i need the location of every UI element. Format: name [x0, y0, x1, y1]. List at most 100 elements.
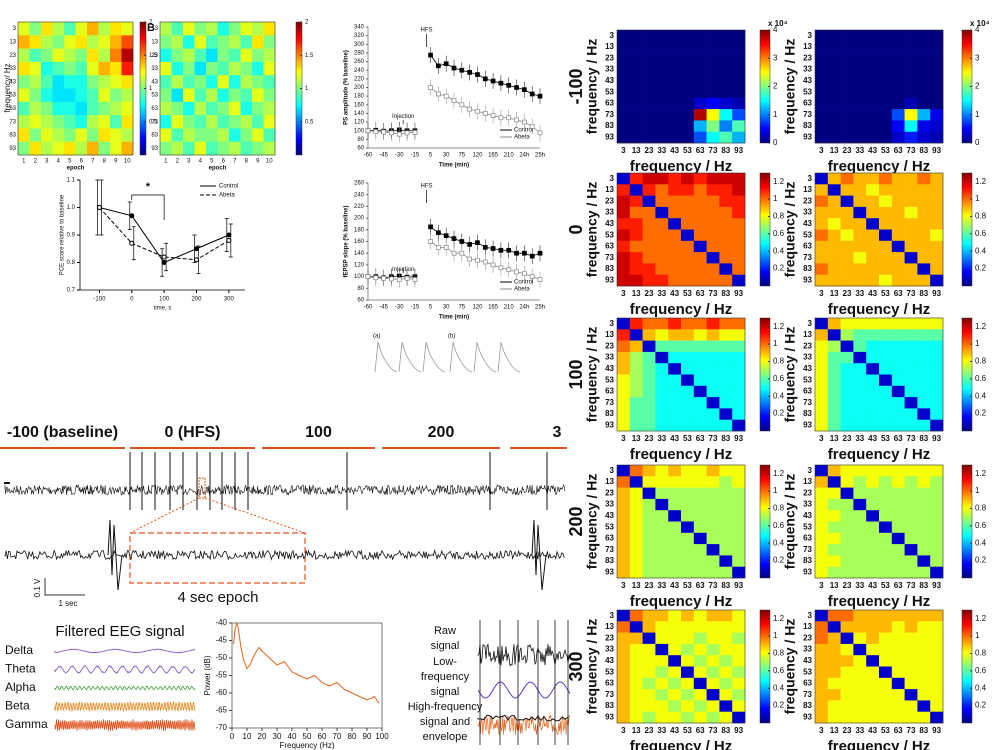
heatmap-cell — [52, 88, 65, 103]
heatmap-cell — [240, 22, 253, 36]
heatmap-cell — [655, 240, 669, 253]
heatmap-cell — [815, 195, 829, 208]
heatmap-cell — [240, 128, 253, 142]
heatmap-cell — [617, 109, 631, 121]
heatmap-cell — [642, 610, 656, 622]
heatmap-cell — [815, 252, 829, 264]
y-tick-label: 13 — [803, 477, 812, 486]
heatmap-cell — [827, 263, 841, 275]
heatmap-cell — [693, 465, 707, 477]
y-tick-label: 83 — [605, 409, 614, 418]
heatmap-cell — [668, 632, 682, 645]
heatmap-cell — [706, 555, 720, 567]
band-wave — [54, 648, 196, 654]
heatmap-cell — [879, 487, 893, 500]
heatmap-cell — [891, 374, 905, 387]
heatmap-cell — [815, 532, 829, 545]
heatmap-cell — [879, 173, 893, 185]
heatmap-cell — [110, 35, 122, 49]
heatmap-cell — [655, 397, 669, 409]
y-tick-label: 3 — [610, 319, 615, 328]
epoch-caption: 4 sec epoch — [178, 589, 259, 606]
heatmap-cell — [668, 385, 682, 398]
y-tick-label: 83 — [151, 133, 158, 139]
x-axis-label: epoch — [209, 166, 227, 172]
heatmap-cell — [732, 487, 746, 500]
heatmap-cell — [866, 521, 880, 534]
heatmap-cell — [655, 476, 669, 488]
heatmap-cell — [194, 115, 207, 129]
epoch-label: -100 (baseline) — [7, 424, 118, 441]
heatmap-cell — [866, 655, 880, 667]
heatmap-cell — [840, 263, 854, 275]
heatmap-cell — [917, 643, 931, 656]
x-tick-label: 33 — [657, 146, 666, 155]
heatmap-cell — [827, 86, 841, 99]
heatmap-frame — [814, 317, 944, 432]
heatmap-cell — [629, 397, 643, 409]
heatmap-cell — [879, 521, 893, 534]
heatmap-cell — [194, 35, 207, 49]
heatmap-cell — [681, 419, 695, 432]
heatmap-cell — [642, 318, 656, 330]
y-tick-label: -45 — [215, 636, 227, 645]
heatmap-cell — [693, 206, 707, 219]
heatmap-cell — [98, 141, 111, 156]
heatmap-cell — [904, 252, 918, 264]
heatmap-cell — [668, 532, 682, 545]
heatmap-cell — [891, 75, 905, 87]
heatmap-cell — [827, 476, 841, 488]
y-tick-label: 3 — [610, 31, 615, 40]
heatmap-cell — [917, 252, 931, 264]
heatmap-cell — [719, 465, 733, 477]
heatmap-cell — [719, 566, 733, 579]
heatmap-cell — [930, 97, 944, 110]
y-tick-label: -50 — [215, 653, 227, 662]
heatmap-cell — [930, 351, 944, 364]
marker — [498, 265, 504, 271]
heatmap-cell — [706, 109, 720, 121]
heatmap-cell — [866, 621, 880, 633]
x-tick-label: 73 — [709, 434, 718, 443]
x-tick-label: 3 — [819, 434, 824, 443]
heatmap-cell — [655, 41, 669, 53]
heatmap-cell — [642, 120, 656, 132]
heatmap-cell — [655, 351, 669, 364]
y-tick-label: 1.0 — [67, 205, 76, 211]
heatmap-cell — [827, 340, 841, 353]
heatmap-cell — [891, 385, 905, 398]
heatmap-cell — [732, 97, 746, 110]
annotation: HFS — [421, 184, 433, 190]
heatmap-cell — [879, 263, 893, 275]
heatmap-cell — [840, 120, 854, 132]
heatmap-cell — [840, 689, 854, 701]
colorbar-tick-label: 1 — [773, 339, 778, 348]
marker — [522, 271, 527, 277]
marker — [412, 277, 418, 282]
y-tick-label: 200 — [354, 216, 365, 222]
heatmap-cell — [706, 566, 720, 579]
heatmap-cell — [668, 521, 682, 534]
heatmap-cell — [681, 195, 695, 208]
heatmap-cell — [642, 397, 656, 409]
heatmap-cell — [853, 263, 867, 275]
y-tick-label: 23 — [605, 341, 614, 350]
heatmap-cell — [891, 351, 905, 364]
heatmap-cell — [194, 141, 207, 156]
x-tick-label: 5 — [429, 305, 433, 311]
marker — [459, 67, 465, 73]
heatmap-cell — [840, 109, 854, 121]
heatmap-cell — [681, 41, 695, 53]
heatmap-cell — [866, 397, 880, 409]
heatmap-cell — [681, 318, 695, 330]
heatmap-cell — [827, 131, 841, 144]
heatmap-cell — [879, 318, 893, 330]
heatmap-cell — [719, 510, 733, 522]
heatmap-cell — [160, 115, 172, 129]
y-tick-label: 260 — [354, 181, 365, 187]
heatmap-cell — [866, 498, 880, 511]
heatmap-cell — [629, 75, 643, 87]
heatmap-cell — [840, 677, 854, 690]
heatmap-cell — [853, 566, 867, 579]
heatmap-cell — [706, 263, 720, 275]
